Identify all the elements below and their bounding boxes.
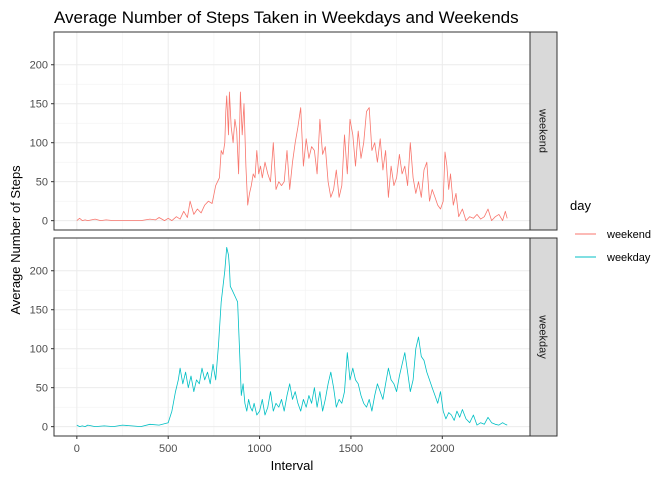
- facet-strip: [529, 31, 558, 231]
- x-axis-title: Interval: [271, 458, 314, 473]
- y-tick-label: 150: [30, 99, 48, 111]
- panel-weekday: 0 50 100 150 200 weekday 0 500 1000 1500 2000: [30, 237, 558, 455]
- y-tick-label: 100: [30, 138, 48, 150]
- x-tick-label: 0: [74, 443, 80, 455]
- facet-strip: [529, 237, 558, 437]
- chart-title: Average Number of Steps Taken in Weekday…: [54, 8, 519, 27]
- y-tick-label: 150: [30, 305, 48, 317]
- legend: day weekend weekday: [570, 198, 651, 264]
- facet-strip-label: weekday: [537, 314, 549, 359]
- legend-label-weekday: weekday: [606, 252, 651, 264]
- panel-background: [54, 238, 530, 436]
- panel-weekend: 0 50 100 150 200 weekend: [30, 31, 558, 231]
- x-tick-label: 2000: [430, 443, 454, 455]
- y-tick-label: 50: [36, 177, 48, 189]
- y-tick-label: 0: [42, 422, 48, 434]
- legend-label-weekend: weekend: [606, 229, 651, 241]
- y-tick-label: 0: [42, 216, 48, 228]
- series-line-weekday: [76, 247, 508, 427]
- y-axis-title: Average Number of Steps: [8, 165, 23, 315]
- y-tick-label: 50: [36, 383, 48, 395]
- panel-background: [54, 32, 530, 230]
- y-tick-label: 200: [30, 60, 48, 72]
- x-tick-label: 1500: [339, 443, 363, 455]
- x-tick-label: 1000: [247, 443, 271, 455]
- y-tick-label: 200: [30, 266, 48, 278]
- y-tick-label: 100: [30, 344, 48, 356]
- legend-title: day: [570, 198, 591, 213]
- x-tick-label: 500: [159, 443, 177, 455]
- facet-panels: 0 50 100 150 200 weekend 0 50 100 150 200 weekday 0 5…: [30, 31, 558, 455]
- series-line-weekend: [76, 91, 508, 221]
- facet-strip-label: weekend: [537, 108, 549, 153]
